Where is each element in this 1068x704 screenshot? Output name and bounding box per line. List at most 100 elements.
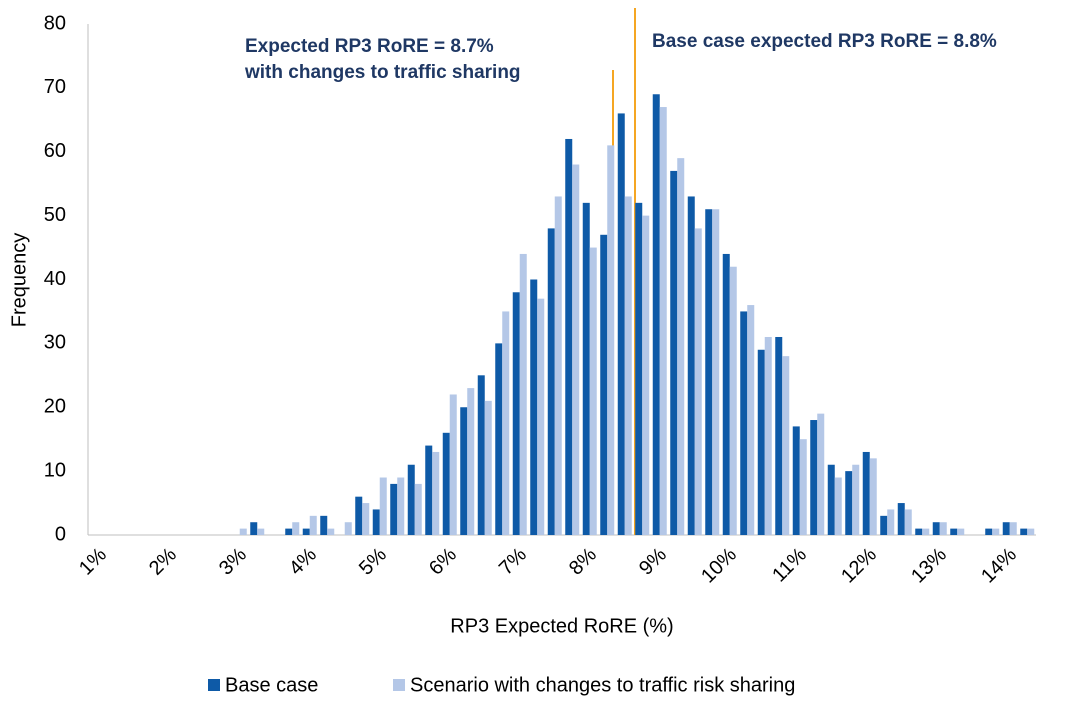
bar <box>747 305 755 535</box>
x-axis-title: RP3 Expected RoRE (%) <box>450 615 673 637</box>
y-tick-label: 20 <box>44 396 66 418</box>
bar <box>460 407 468 535</box>
bar <box>852 464 860 535</box>
bar <box>344 522 352 535</box>
bar <box>880 515 888 535</box>
y-tick-label: 60 <box>44 140 66 162</box>
bar <box>810 420 818 535</box>
y-tick-label: 0 <box>55 523 66 545</box>
bar <box>589 247 597 535</box>
bar <box>565 138 573 535</box>
bar <box>554 196 562 535</box>
bar <box>250 522 258 535</box>
bar <box>922 528 930 535</box>
bar <box>827 464 835 535</box>
bar <box>834 477 842 535</box>
bar <box>792 426 800 535</box>
bar <box>617 113 625 536</box>
x-tick-label: 1% <box>75 544 111 580</box>
bar <box>502 311 510 535</box>
bar <box>775 336 783 535</box>
bar <box>1027 528 1035 535</box>
bar <box>519 253 527 535</box>
legend-swatch <box>208 679 220 691</box>
bar <box>642 215 650 535</box>
annotation: Base case expected RP3 RoRE = 8.8% <box>652 31 997 52</box>
legend-label: Scenario with changes to traffic risk sh… <box>410 674 795 696</box>
bar <box>285 528 293 535</box>
bar <box>600 234 608 535</box>
bar <box>537 298 545 535</box>
bar <box>1020 528 1028 535</box>
y-tick-label: 50 <box>44 204 66 226</box>
x-tick-label: 11% <box>768 544 811 587</box>
bar <box>659 107 667 535</box>
bar <box>722 253 730 535</box>
bar <box>372 509 380 535</box>
bar <box>904 509 912 535</box>
x-tick-label: 2% <box>145 544 181 580</box>
x-tick-label: 12% <box>837 544 881 588</box>
annotation: with changes to traffic sharing <box>244 62 521 83</box>
y-tick-label: 70 <box>44 76 66 98</box>
y-tick-label: 30 <box>44 332 66 354</box>
y-axis-title: Frequency <box>8 233 30 328</box>
bar <box>957 528 965 535</box>
bar <box>845 471 853 535</box>
bar <box>1009 522 1017 535</box>
bar <box>309 515 317 535</box>
x-tick-label: 4% <box>285 544 321 580</box>
bar <box>764 336 772 535</box>
bar <box>327 528 335 535</box>
bar <box>484 400 492 535</box>
legend-label: Base case <box>225 674 318 696</box>
bar <box>740 311 748 535</box>
bar <box>670 170 678 535</box>
bar <box>302 528 310 535</box>
bar <box>887 509 895 535</box>
bar <box>635 202 643 535</box>
bar <box>449 394 457 535</box>
bar <box>432 451 440 535</box>
bar <box>677 158 685 535</box>
bar <box>729 266 737 535</box>
x-tick-label: 10% <box>697 544 741 588</box>
bar <box>705 209 713 536</box>
bar <box>495 343 503 535</box>
bar <box>477 375 485 535</box>
bar <box>694 228 702 535</box>
y-tick-label: 40 <box>44 268 66 290</box>
bar <box>869 458 877 535</box>
x-tick-label: 6% <box>425 544 461 580</box>
bar <box>355 496 363 535</box>
bar <box>407 464 415 535</box>
bar <box>932 522 940 535</box>
bar <box>572 164 580 535</box>
bar <box>799 439 807 535</box>
bar <box>950 528 958 535</box>
bar <box>862 451 870 535</box>
x-tick-label: 5% <box>355 544 391 580</box>
bar <box>757 349 765 535</box>
bar <box>939 522 947 535</box>
bar <box>397 477 405 535</box>
bar <box>607 145 615 536</box>
bar <box>687 196 695 535</box>
bar <box>414 483 422 535</box>
bar <box>712 209 720 536</box>
bar <box>782 356 790 535</box>
bar <box>442 432 450 535</box>
bar <box>1002 522 1010 535</box>
bar <box>320 515 328 535</box>
bar <box>817 413 825 535</box>
bar <box>257 528 265 535</box>
bar <box>530 279 538 535</box>
bar <box>985 528 993 535</box>
annotation: Expected RP3 RoRE = 8.7% <box>245 36 494 57</box>
x-tick-label: 14% <box>977 544 1021 588</box>
bar <box>915 528 923 535</box>
bar <box>292 522 300 535</box>
x-tick-label: 8% <box>565 544 601 580</box>
bar <box>239 528 247 535</box>
